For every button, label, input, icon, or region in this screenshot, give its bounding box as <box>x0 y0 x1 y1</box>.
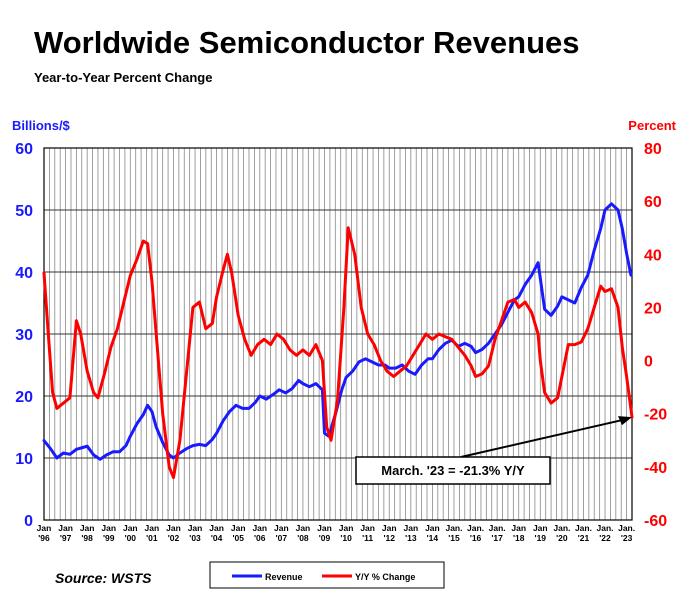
x-tick-label: Jan '07 <box>274 523 289 543</box>
plot-frame <box>43 147 633 521</box>
x-tick-label: Jan '96 <box>37 523 52 543</box>
y-right-tick-label: 80 <box>644 141 662 158</box>
series-layer <box>42 202 634 479</box>
x-tick-label: Jan '14 <box>425 523 440 543</box>
legend-change-label: Y/Y % Change <box>355 572 415 582</box>
chart-subtitle: Year-to-Year Percent Change <box>34 70 212 85</box>
x-tick-label: Jan '05 <box>231 523 246 543</box>
annotation: March. '23 = -21.3% Y/Y <box>355 416 632 485</box>
x-tick-label: Jan '98 <box>80 523 95 543</box>
percent-change-line <box>42 226 634 479</box>
x-tick-label: Jan. '16 <box>467 523 484 543</box>
x-tick-label: Jan '08 <box>296 523 311 543</box>
grid <box>43 147 633 521</box>
x-tick-label: Jan '11 <box>360 523 375 543</box>
y-left-tick-label: 0 <box>24 513 33 530</box>
y-left-tick-label: 30 <box>15 327 33 344</box>
y-right-tick-label: 20 <box>644 300 662 317</box>
axes: 0 10 20 30 40 50 60 -60 -40 -20 0 20 40 60 80 Jan '96 Jan… <box>15 141 667 543</box>
x-tick-label: Jan '02 <box>166 523 181 543</box>
x-tick-label: Jan '97 <box>58 523 73 543</box>
x-tick-label: Jan '09 <box>317 523 332 543</box>
x-tick-label: Jan '99 <box>101 523 116 543</box>
y-right-axis-label: Percent <box>628 118 676 133</box>
y-left-tick-label: 20 <box>15 389 33 406</box>
x-tick-label: Jan '19 <box>533 523 548 543</box>
y-left-tick-label: 10 <box>15 451 33 468</box>
y-left-tick-label: 50 <box>15 203 33 220</box>
annotation-box <box>355 456 551 485</box>
x-tick-label: Jan. '17 <box>489 523 506 543</box>
x-tick-label: Jan '04 <box>209 523 224 543</box>
x-tick-label: Jan '03 <box>188 523 203 543</box>
x-tick-label: Jan. '20 <box>553 523 570 543</box>
y-left-axis-label: Billions/$ <box>12 118 71 133</box>
x-tick-label: Jan '18 <box>511 523 526 543</box>
legend-revenue-label: Revenue <box>265 572 303 582</box>
x-tick-label: Jan. '22 <box>597 523 614 543</box>
source-label: Source: WSTS <box>55 570 152 586</box>
y-right-tick-label: -40 <box>644 460 667 477</box>
legend: Revenue Y/Y % Change <box>209 561 445 589</box>
y-right-tick-label: 40 <box>644 247 662 264</box>
y-right-tick-label: 60 <box>644 194 662 211</box>
x-tick-label: Jan '00 <box>123 523 138 543</box>
revenue-line <box>42 202 633 461</box>
y-right-tick-label: -60 <box>644 513 667 530</box>
y-right-tick-label: -20 <box>644 407 667 424</box>
annotation-arrow-line <box>460 418 627 458</box>
x-tick-label: Jan '06 <box>252 523 267 543</box>
x-tick-label: Jan '01 <box>145 523 160 543</box>
x-tick-label: Jan '10 <box>339 523 354 543</box>
y-left-tick-label: 40 <box>15 265 33 282</box>
chart-title: Worldwide Semiconductor Revenues <box>34 25 579 60</box>
x-tick-label: Jan '13 <box>403 523 418 543</box>
x-tick-label: Jan. '23 <box>618 523 635 543</box>
y-left-tick-label: 60 <box>15 141 33 158</box>
y-right-tick-label: 0 <box>644 354 653 371</box>
annotation-arrowhead <box>618 416 632 426</box>
x-tick-label: Jan '12 <box>382 523 397 543</box>
annotation-text: March. '23 = -21.3% Y/Y <box>381 463 525 478</box>
x-tick-label: Jan. '15 <box>445 523 462 543</box>
x-tick-label: Jan. '21 <box>575 523 592 543</box>
